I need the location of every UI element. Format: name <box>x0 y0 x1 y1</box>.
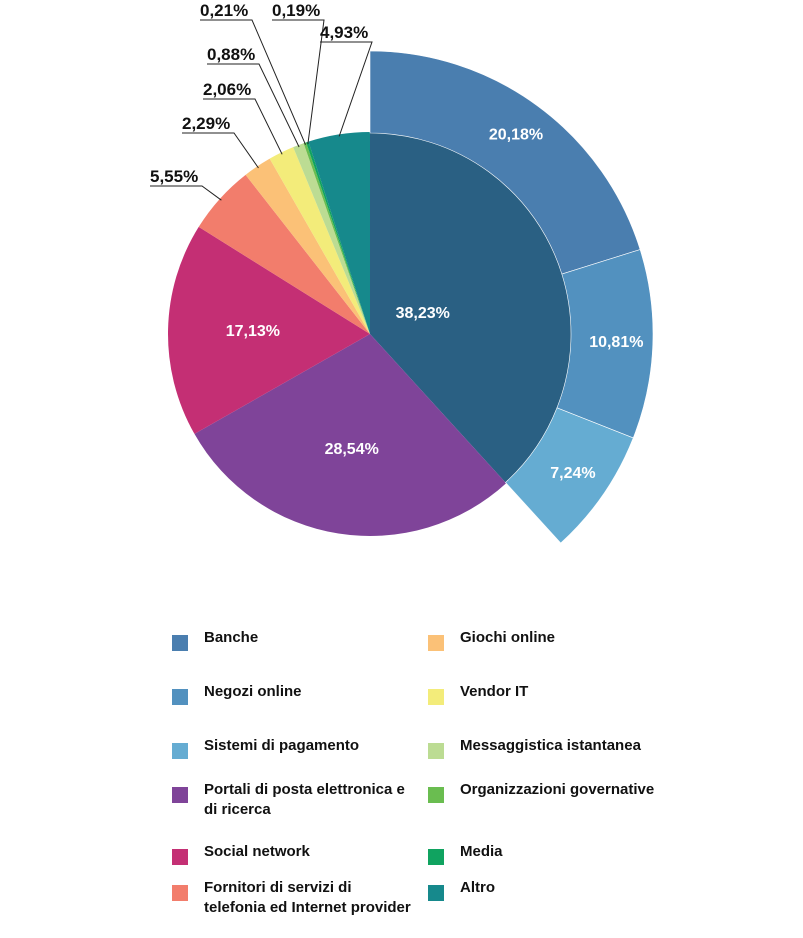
pie-slice-media <box>306 141 370 334</box>
legend-item: Altro <box>428 878 670 901</box>
legend-label: Portali di posta elettronica e di ricerc… <box>204 781 405 818</box>
legend-swatch <box>172 849 188 865</box>
leader-line-vendor <box>203 98 283 155</box>
legend-item: Giochi online <box>428 628 670 651</box>
pie-slice-organizzazioni <box>303 142 370 334</box>
legend-item: Fornitori di servizi di telefonia ed Int… <box>172 878 414 918</box>
outer-ring <box>369 50 654 544</box>
legend-label: Messaggistica istantanea <box>460 737 641 754</box>
pie-chart: 20,18% 10,81% 7,24% 38,23% 28,54% 17,13% 5,55%… <box>150 1 654 544</box>
legend-swatch <box>428 743 444 759</box>
legend-item: Messaggistica istantanea <box>428 736 670 759</box>
legend-swatch <box>172 635 188 651</box>
legend-label: Negozi online <box>204 683 302 700</box>
legend-swatch <box>172 743 188 759</box>
pie-slice-fornitori <box>198 174 370 334</box>
slice-label-giochi: 2,29% <box>182 114 230 133</box>
legend-item: Sistemi di pagamento <box>172 736 414 759</box>
pie-slice-vendor <box>269 147 370 334</box>
slice-label-bancario: 38,23% <box>396 305 450 322</box>
legend-label: Sistemi di pagamento <box>204 737 360 754</box>
pie-slice-altro <box>308 132 370 334</box>
legend-item: Portali di posta elettronica e di ricerc… <box>172 780 414 820</box>
slice-label-messaggistica: 0,88% <box>207 45 255 64</box>
outer-slice-label-2: 10,81% <box>589 334 643 351</box>
leader-lines <box>150 19 373 201</box>
leader-line-media <box>272 19 325 144</box>
outer-slice-3 <box>505 407 634 544</box>
pie-slice-bancario <box>370 132 573 484</box>
slice-label-social: 17,13% <box>226 323 280 340</box>
leader-line-organizzazioni <box>200 19 306 145</box>
slice-label-portali: 28,54% <box>325 441 379 458</box>
pie-slice-giochi <box>245 158 370 334</box>
slice-label-organizzazioni: 0,21% <box>200 1 248 20</box>
leader-line-altro <box>320 41 373 137</box>
legend-item: Negozi online <box>172 682 414 705</box>
leader-line-messaggistica <box>207 63 300 148</box>
legend-item: Banche <box>172 628 414 651</box>
legend-label: Banche <box>204 629 259 646</box>
data-labels: 20,18% 10,81% 7,24% 38,23% 28,54% 17,13% 5,55%… <box>150 1 643 482</box>
legend-label: Fornitori di servizi di telefonia ed Int… <box>204 879 411 916</box>
legend-label: Vendor IT <box>460 683 529 700</box>
legend: Banche Negozi online Sistemi di pagamento P… <box>172 628 732 938</box>
legend-item: Vendor IT <box>428 682 670 705</box>
inner-pie <box>168 132 573 537</box>
legend-swatch <box>428 689 444 705</box>
pie-slice-messaggistica <box>293 143 370 334</box>
outer-slice-label-1: 20,18% <box>489 127 543 144</box>
legend-item: Organizzazioni governative <box>428 780 670 803</box>
legend-label: Organizzazioni governative <box>460 781 655 798</box>
legend-swatch <box>172 787 188 803</box>
legend-swatch <box>172 689 188 705</box>
slice-label-vendor: 2,06% <box>203 80 251 99</box>
slice-label-fornitori: 5,55% <box>150 167 198 186</box>
legend-label: Giochi online <box>460 629 556 646</box>
outer-slice-label-3: 7,24% <box>550 465 595 482</box>
leader-line-fornitori <box>150 185 222 201</box>
legend-item: Social network <box>172 842 414 865</box>
legend-label: Social network <box>204 843 310 860</box>
leader-line-giochi <box>182 132 259 169</box>
legend-swatch <box>428 787 444 803</box>
slice-label-media: 0,19% <box>272 1 320 20</box>
legend-label: Altro <box>460 879 495 896</box>
pie-slice-portali <box>194 334 507 537</box>
legend-swatch <box>172 885 188 901</box>
legend-swatch <box>428 635 444 651</box>
legend-swatch <box>428 849 444 865</box>
pie-slice-social <box>168 226 370 434</box>
legend-item: Media <box>428 842 670 865</box>
legend-label: Media <box>460 843 503 860</box>
slice-label-altro: 4,93% <box>320 23 368 42</box>
outer-slice-1 <box>369 50 641 275</box>
legend-swatch <box>428 885 444 901</box>
